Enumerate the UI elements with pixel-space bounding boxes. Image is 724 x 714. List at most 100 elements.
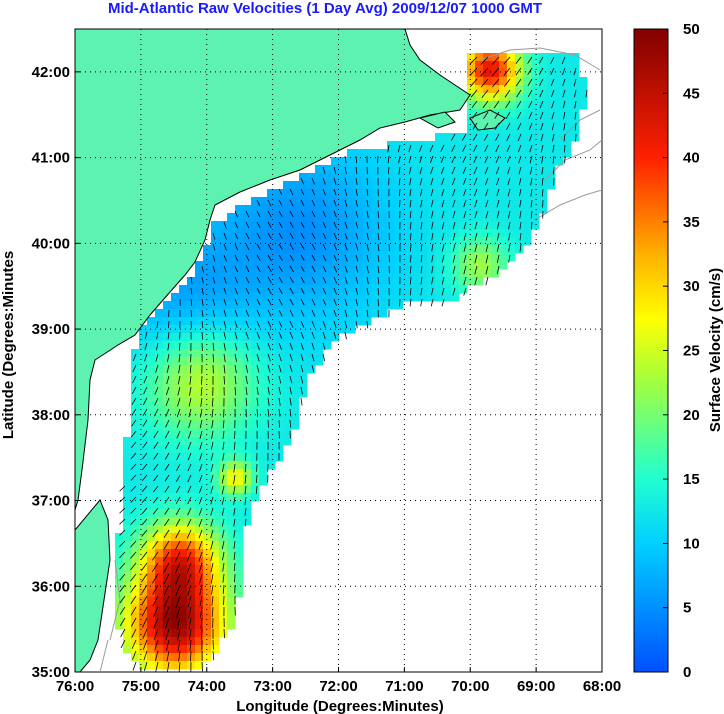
velocity-cell xyxy=(243,277,252,286)
velocity-cell xyxy=(195,429,204,438)
current-vector xyxy=(333,221,337,229)
current-vector xyxy=(255,485,258,494)
current-vector xyxy=(175,518,181,527)
velocity-cell xyxy=(251,453,260,462)
current-vector xyxy=(188,419,192,429)
velocity-cell xyxy=(443,149,452,158)
velocity-cell xyxy=(155,517,164,526)
velocity-cell xyxy=(291,189,300,198)
velocity-cell xyxy=(195,549,204,558)
velocity-cell xyxy=(475,189,484,198)
velocity-cell xyxy=(267,333,276,342)
current-vector xyxy=(410,232,412,241)
current-vector xyxy=(538,56,544,64)
velocity-cell xyxy=(163,645,172,654)
velocity-cell xyxy=(419,189,428,198)
velocity-cell xyxy=(179,317,188,326)
velocity-cell xyxy=(115,581,124,590)
current-vector xyxy=(398,166,401,175)
current-vector xyxy=(198,518,203,527)
velocity-cell xyxy=(475,149,484,158)
velocity-cell xyxy=(323,341,332,350)
current-vector xyxy=(530,177,533,186)
velocity-cell xyxy=(211,413,220,422)
current-vector xyxy=(221,496,225,505)
current-vector xyxy=(562,89,566,98)
velocity-cell xyxy=(499,69,508,78)
current-vector xyxy=(519,221,522,230)
velocity-cell xyxy=(179,293,188,302)
velocity-cell xyxy=(139,549,148,558)
velocity-cell xyxy=(123,485,132,494)
velocity-cell xyxy=(387,181,396,190)
velocity-cell xyxy=(347,221,356,230)
velocity-cell xyxy=(155,453,164,462)
velocity-cell xyxy=(323,173,332,182)
current-vector xyxy=(574,122,577,131)
velocity-cell xyxy=(267,429,276,438)
velocity-cell xyxy=(299,309,308,318)
current-vector xyxy=(472,111,478,119)
velocity-cell xyxy=(435,237,444,246)
current-vector xyxy=(377,276,380,285)
velocity-cell xyxy=(259,357,268,366)
current-vector xyxy=(256,342,260,351)
current-vector xyxy=(234,342,238,351)
velocity-cell xyxy=(283,413,292,422)
velocity-cell xyxy=(179,581,188,590)
current-vector xyxy=(165,408,170,417)
current-vector xyxy=(311,353,315,362)
current-vector xyxy=(267,364,271,373)
velocity-cell xyxy=(139,597,148,606)
current-vector xyxy=(452,265,456,274)
velocity-cell xyxy=(139,477,148,486)
velocity-cell xyxy=(187,381,196,390)
velocity-cell xyxy=(499,133,508,142)
current-vector xyxy=(469,56,478,65)
velocity-cell xyxy=(347,293,356,302)
velocity-cell xyxy=(459,141,468,150)
velocity-cell xyxy=(363,173,372,182)
velocity-cell xyxy=(299,301,308,310)
current-vector xyxy=(528,100,533,109)
velocity-cell xyxy=(203,349,212,358)
velocity-cell xyxy=(403,277,412,286)
velocity-cell xyxy=(123,477,132,486)
colorbar-tick-label: 25 xyxy=(683,343,700,360)
current-vector xyxy=(166,364,170,374)
current-vector xyxy=(233,474,236,485)
current-vector xyxy=(344,243,348,251)
velocity-cell xyxy=(291,181,300,190)
current-vector xyxy=(550,67,555,76)
velocity-cell xyxy=(155,397,164,406)
current-vector xyxy=(496,188,500,197)
current-vector xyxy=(344,199,348,207)
velocity-cell xyxy=(475,165,484,174)
current-vector xyxy=(175,595,181,608)
velocity-cell xyxy=(379,157,388,166)
current-vector xyxy=(164,595,170,607)
velocity-cell xyxy=(491,205,500,214)
velocity-cell xyxy=(211,517,220,526)
current-vector xyxy=(503,56,511,65)
velocity-cell xyxy=(331,293,340,302)
current-vector xyxy=(366,298,369,307)
velocity-cell xyxy=(459,277,468,286)
current-vector xyxy=(130,540,137,548)
velocity-cell xyxy=(259,381,268,390)
current-vector xyxy=(164,518,170,527)
velocity-cell xyxy=(227,405,236,414)
velocity-cell xyxy=(259,205,268,214)
current-vector xyxy=(201,276,204,284)
velocity-cell xyxy=(499,189,508,198)
velocity-cell xyxy=(195,453,204,462)
velocity-cell xyxy=(403,213,412,222)
current-vector xyxy=(176,606,181,619)
velocity-cell xyxy=(131,565,140,574)
velocity-cell xyxy=(539,165,548,174)
current-vector xyxy=(164,496,170,504)
current-vector xyxy=(484,177,489,186)
velocity-cell xyxy=(227,581,236,590)
velocity-cell xyxy=(179,661,188,670)
velocity-cell xyxy=(331,213,340,222)
